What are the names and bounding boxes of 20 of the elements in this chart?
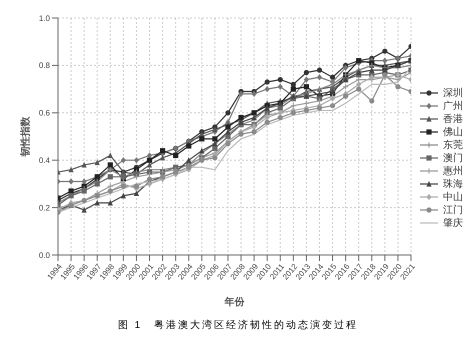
legend-label: 肇庆 [443,216,463,230]
y-axis-title: 韧性指数 [20,116,32,158]
legend-label: 广州 [443,100,463,112]
y-tick-label: 0.2 [38,203,51,212]
y-tick-label: 1.0 [38,14,51,23]
y-tick-label: 0.4 [38,156,51,166]
y-tick-label: 0.6 [38,108,51,118]
y-tick-label: 0.8 [38,61,51,70]
legend-label: 东莞 [443,138,463,152]
legend-label: 佛山 [443,126,463,138]
legend-label: 澳门 [443,152,463,164]
legend-label: 珠海 [443,178,463,190]
legend-label: 香港 [443,112,463,126]
legend-label: 惠州 [443,164,463,178]
legend-label: 江门 [443,204,463,216]
caption: 图 1 粤港澳大湾区经济韧性的动态演变过程 [116,318,360,332]
legend-label: 深圳 [443,86,463,100]
legend-label: 中山 [443,190,463,204]
y-tick-label: 0.0 [38,250,51,260]
x-axis-title: 年份 [224,296,246,308]
